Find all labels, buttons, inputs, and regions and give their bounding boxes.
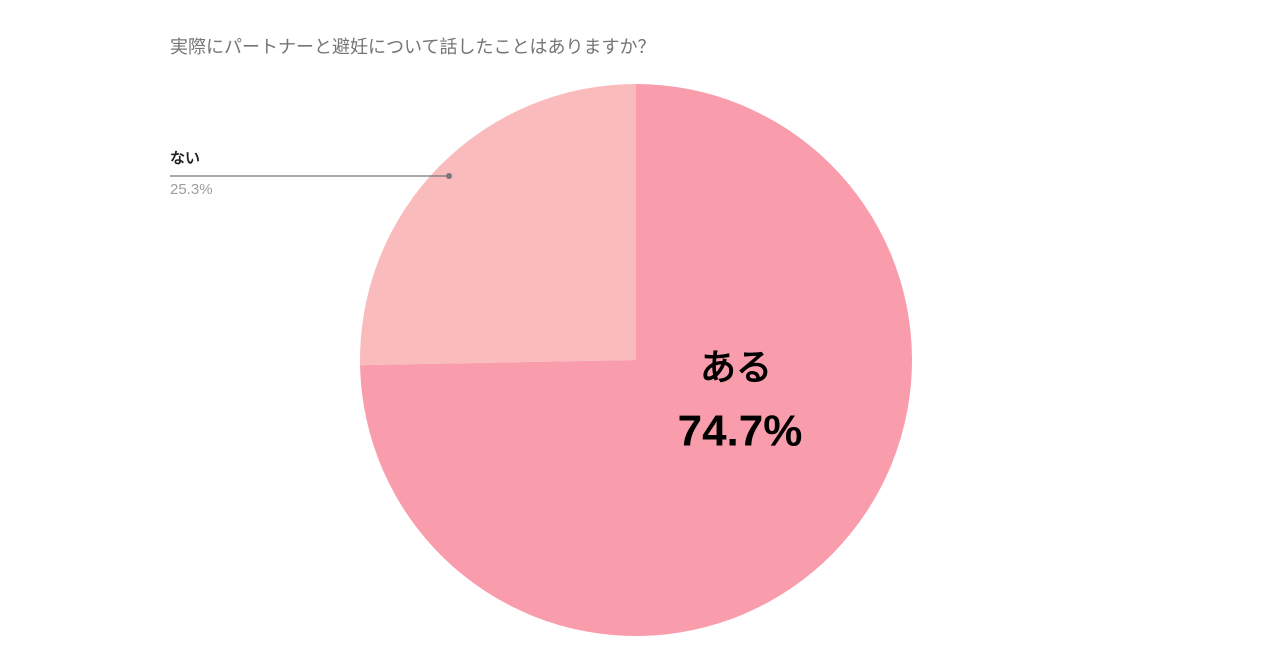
pie-slice bbox=[360, 84, 913, 636]
slice-value-label: 25.3% bbox=[170, 181, 213, 198]
leader-dot bbox=[446, 173, 452, 179]
chart-title: 実際にパートナーと避妊について話したことはありますか？ bbox=[170, 37, 655, 57]
slice-value-label: 74.7% bbox=[678, 407, 803, 456]
slice-label: ある bbox=[700, 347, 772, 388]
pie-slice bbox=[360, 84, 636, 366]
slice-label: ない bbox=[170, 150, 200, 167]
